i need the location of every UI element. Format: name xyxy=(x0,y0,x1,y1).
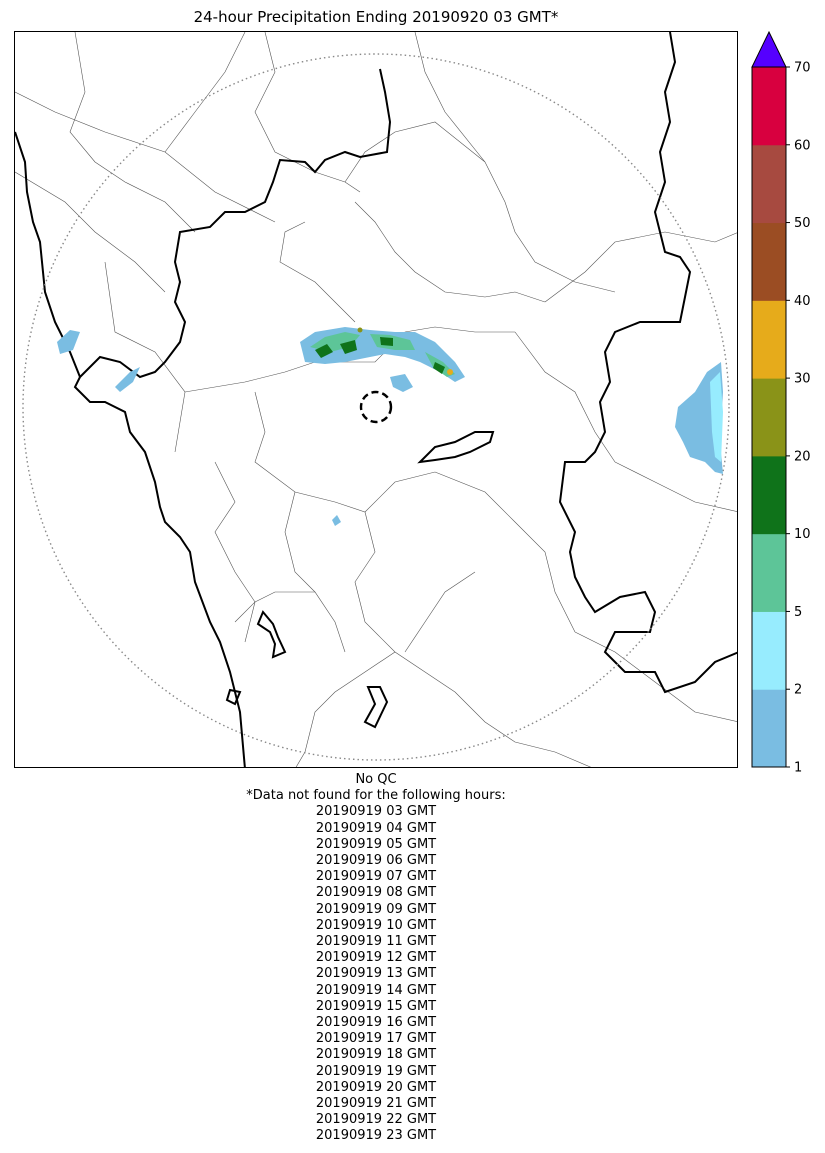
precipitation-overlay xyxy=(57,327,723,526)
colorbar-tick-label: 20 xyxy=(794,449,811,464)
missing-hour-item: 20190919 23 GMT xyxy=(315,1128,437,1144)
missing-hour-item: 20190919 07 GMT xyxy=(315,869,437,885)
colorbar-tick-label: 70 xyxy=(794,61,811,76)
colorbar-frame xyxy=(751,66,787,768)
colorbar-tick-label: 60 xyxy=(794,138,811,153)
colorbar-tick-label: 2 xyxy=(794,683,802,698)
map-title: 24-hour Precipitation Ending 20190920 03… xyxy=(193,8,559,26)
missing-hour-item: 20190919 17 GMT xyxy=(315,1031,437,1047)
colorbar-segment xyxy=(752,378,786,457)
colorbar-tick-label: 30 xyxy=(794,372,811,387)
map-canvas xyxy=(15,32,737,767)
colorbar-segment xyxy=(752,300,786,379)
missing-hour-item: 20190919 06 GMT xyxy=(315,853,437,869)
notes-panel: No QC *Data not found for the following … xyxy=(14,772,738,1145)
missing-data-header: *Data not found for the following hours: xyxy=(246,788,506,804)
colorbar-extend-triangle xyxy=(751,30,787,68)
colorbar-segment xyxy=(752,611,786,690)
missing-hour-item: 20190919 18 GMT xyxy=(315,1047,437,1063)
colorbar-segment xyxy=(752,533,786,612)
colorbar-segment xyxy=(752,689,786,768)
colorbar-segment xyxy=(752,67,786,146)
missing-hour-item: 20190919 05 GMT xyxy=(315,836,437,852)
colorbar-tick-label: 10 xyxy=(794,527,811,542)
missing-hour-item: 20190919 15 GMT xyxy=(315,998,437,1014)
radar-site-marker xyxy=(359,390,393,424)
qc-note: No QC xyxy=(355,772,397,787)
district-borders xyxy=(15,32,737,767)
missing-hour-item: 20190919 20 GMT xyxy=(315,1079,437,1095)
colorbar-tick-label: 1 xyxy=(794,761,802,773)
colorbar-tick-label: 50 xyxy=(794,216,811,231)
missing-hour-item: 20190919 19 GMT xyxy=(315,1063,437,1079)
missing-hour-item: 20190919 21 GMT xyxy=(315,1096,437,1112)
missing-hour-item: 20190919 11 GMT xyxy=(315,934,437,950)
missing-hour-item: 20190919 03 GMT xyxy=(315,804,437,820)
missing-hour-item: 20190919 04 GMT xyxy=(315,820,437,836)
state-borders xyxy=(15,32,737,767)
radar-map xyxy=(14,31,738,768)
missing-hour-item: 20190919 22 GMT xyxy=(315,1112,437,1128)
missing-hour-item: 20190919 08 GMT xyxy=(315,885,437,901)
radar-range-ring xyxy=(22,53,730,761)
missing-hour-item: 20190919 14 GMT xyxy=(315,982,437,998)
colorbar-segment xyxy=(752,144,786,224)
missing-hour-item: 20190919 16 GMT xyxy=(315,1015,437,1031)
colorbar-segment xyxy=(752,455,786,535)
colorbar-tick-label: 5 xyxy=(794,605,802,620)
missing-hour-item: 20190919 10 GMT xyxy=(315,917,437,933)
colorbar-tick-label: 40 xyxy=(794,294,811,309)
precipitation-colorbar: 1 2 5 10 20 30 40 50 60 70 xyxy=(748,30,825,776)
colorbar-segment xyxy=(752,222,786,301)
missing-hour-item: 20190919 09 GMT xyxy=(315,901,437,917)
colorbar-canvas: 1 2 5 10 20 30 40 50 60 70 xyxy=(751,30,811,776)
missing-hours-list: 20190919 03 GMT 20190919 04 GMT 20190919 0… xyxy=(14,804,738,1144)
missing-hour-item: 20190919 13 GMT xyxy=(315,966,437,982)
missing-hour-item: 20190919 12 GMT xyxy=(315,950,437,966)
